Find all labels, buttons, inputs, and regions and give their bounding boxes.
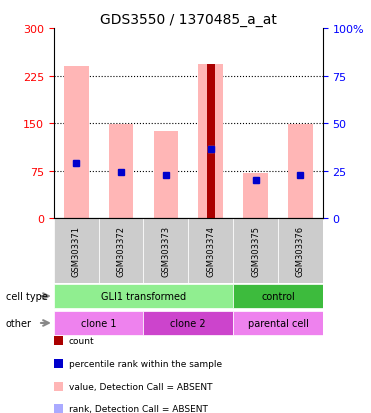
Title: GDS3550 / 1370485_a_at: GDS3550 / 1370485_a_at [100, 12, 277, 26]
Text: other: other [6, 318, 32, 328]
Text: GSM303374: GSM303374 [206, 225, 215, 276]
Text: GSM303376: GSM303376 [296, 225, 305, 276]
Bar [144, 219, 188, 283]
Bar [233, 311, 323, 335]
Text: rank, Detection Call = ABSENT: rank, Detection Call = ABSENT [69, 404, 207, 413]
Bar [207, 65, 215, 219]
Bar [243, 173, 268, 219]
Bar [99, 219, 144, 283]
Bar [288, 125, 313, 219]
Bar [188, 219, 233, 283]
Text: clone 1: clone 1 [81, 318, 116, 328]
Text: GSM303373: GSM303373 [161, 225, 170, 276]
Text: percentile rank within the sample: percentile rank within the sample [69, 359, 222, 368]
Bar [54, 284, 233, 309]
Bar [54, 219, 99, 283]
Bar [198, 65, 223, 219]
Text: clone 2: clone 2 [170, 318, 206, 328]
Text: GSM303371: GSM303371 [72, 225, 81, 276]
Text: control: control [261, 291, 295, 301]
Text: GSM303372: GSM303372 [116, 225, 125, 276]
Text: GSM303375: GSM303375 [251, 225, 260, 276]
Bar [154, 131, 178, 219]
Bar [64, 67, 89, 219]
Bar [233, 284, 323, 309]
Bar [144, 311, 233, 335]
Bar [54, 311, 144, 335]
Text: parental cell: parental cell [247, 318, 308, 328]
Bar [109, 125, 133, 219]
Text: cell type: cell type [6, 291, 47, 301]
Bar [233, 219, 278, 283]
Text: value, Detection Call = ABSENT: value, Detection Call = ABSENT [69, 382, 212, 391]
Text: GLI1 transformed: GLI1 transformed [101, 291, 186, 301]
Text: count: count [69, 336, 94, 345]
Bar [278, 219, 323, 283]
